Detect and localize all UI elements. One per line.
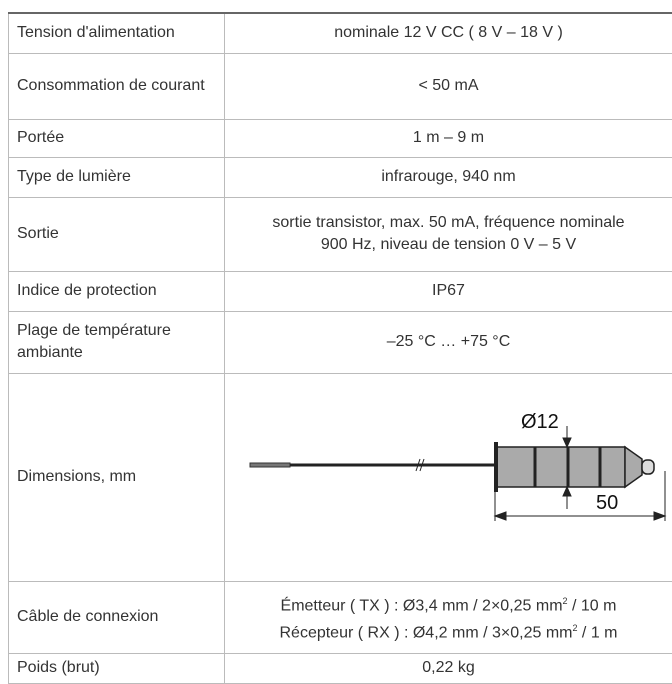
drawing-cell: Ø12 50 (225, 373, 672, 581)
row: Dimensions, mm Ø12 50 (9, 373, 672, 581)
value: –25 °C … +75 °C (225, 311, 672, 373)
diameter-label: Ø12 (521, 411, 559, 433)
text: / 10 m (568, 597, 617, 614)
label: Plage de température ambiante (9, 311, 225, 373)
label: Consommation de courant (9, 53, 225, 119)
value: sortie transistor, max. 50 mA, fréquence… (225, 197, 672, 271)
value: nominale 12 V CC ( 8 V – 18 V ) (225, 13, 672, 53)
row: Consommation de courant< 50 mA (9, 53, 672, 119)
label: Tension d'alimentation (9, 13, 225, 53)
label: Câble de connexion (9, 581, 225, 653)
value: infrarouge, 940 nm (225, 157, 672, 197)
value: Émetteur ( TX ) : Ø3,4 mm / 2×0,25 mm2 /… (225, 581, 672, 653)
value-line: Récepteur ( RX ) : Ø4,2 mm / 3×0,25 mm2 … (233, 617, 664, 644)
row: Sortie sortie transistor, max. 50 mA, fré… (9, 197, 672, 271)
value: IP67 (225, 271, 672, 311)
value-line: Émetteur ( TX ) : Ø3,4 mm / 2×0,25 mm2 /… (233, 590, 664, 617)
label: Indice de protection (9, 271, 225, 311)
value-line: 900 Hz, niveau de tension 0 V – 5 V (233, 234, 664, 256)
value: 1 m – 9 m (225, 119, 672, 157)
value: < 50 mA (225, 53, 672, 119)
value-line: sortie transistor, max. 50 mA, fréquence… (233, 212, 664, 234)
length-label: 50 (596, 492, 618, 514)
dimension-drawing: Ø12 50 (225, 374, 672, 580)
row: Plage de température ambiante–25 °C … +7… (9, 311, 672, 373)
label: Sortie (9, 197, 225, 271)
row: Câble de connexion Émetteur ( TX ) : Ø3,… (9, 581, 672, 653)
label: Type de lumière (9, 157, 225, 197)
text: Émetteur ( TX ) : Ø3,4 mm / 2×0,25 mm (281, 597, 563, 614)
text: / 1 m (577, 624, 617, 641)
label: Dimensions, mm (9, 373, 225, 581)
label: Portée (9, 119, 225, 157)
text: Récepteur ( RX ) : Ø4,2 mm / 3×0,25 mm (279, 624, 572, 641)
